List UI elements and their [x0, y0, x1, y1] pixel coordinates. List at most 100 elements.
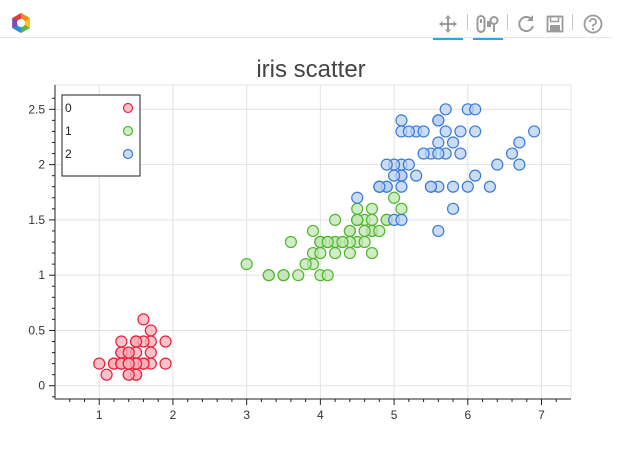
- scatter-point-series-2[interactable]: [432, 224, 445, 238]
- scatter-point-series-1[interactable]: [284, 235, 297, 249]
- scatter-point-series-1[interactable]: [343, 246, 356, 260]
- x-tick-label: 5: [391, 408, 398, 422]
- scatter-point-series-2[interactable]: [410, 169, 423, 182]
- scatter-point-series-0[interactable]: [159, 335, 172, 348]
- scatter-point-series-2[interactable]: [454, 125, 467, 138]
- scatter-point-series-2[interactable]: [380, 158, 393, 171]
- scatter-point-series-2[interactable]: [454, 147, 467, 160]
- scatter-point-series-1[interactable]: [292, 269, 305, 282]
- scatter-point-series-0[interactable]: [122, 346, 135, 359]
- scatter-point-series-0[interactable]: [159, 357, 172, 370]
- scatter-point-series-1[interactable]: [321, 269, 334, 282]
- legend-swatch-series-1: [122, 125, 134, 137]
- scatter-point-series-1[interactable]: [329, 246, 342, 260]
- scatter-point-series-1[interactable]: [321, 235, 334, 249]
- wheel-zoom-icon: [476, 15, 499, 33]
- scatter-point-series-2[interactable]: [402, 125, 415, 138]
- legend-swatch-series-2: [122, 148, 134, 160]
- scatter-point-series-1[interactable]: [314, 246, 327, 260]
- scatter-point-series-2[interactable]: [483, 180, 497, 193]
- scatter-point-series-1[interactable]: [365, 213, 379, 226]
- y-tick-label: 1: [38, 268, 45, 282]
- scatter-point-series-0[interactable]: [93, 357, 106, 370]
- bokeh-logo-icon[interactable]: [10, 12, 32, 34]
- scatter-point-series-2[interactable]: [505, 147, 519, 160]
- scatter-point-series-2[interactable]: [491, 158, 504, 171]
- scatter-point-series-2[interactable]: [395, 180, 408, 193]
- legend: 0 1 2: [61, 94, 141, 177]
- scatter-point-series-2[interactable]: [402, 158, 415, 171]
- scatter-point-series-1[interactable]: [343, 224, 356, 238]
- y-tick-label: 2.5: [28, 102, 45, 116]
- scatter-point-series-2[interactable]: [446, 136, 460, 149]
- scatter-point-series-2[interactable]: [387, 169, 401, 182]
- scatter-point-series-1[interactable]: [365, 202, 379, 215]
- scatter-point-series-2[interactable]: [439, 103, 452, 116]
- scatter-point-series-2[interactable]: [432, 136, 445, 149]
- scatter-point-series-1[interactable]: [240, 258, 253, 271]
- scatter-point-series-1[interactable]: [373, 224, 386, 238]
- scatter-point-series-0[interactable]: [144, 346, 157, 359]
- scatter-point-series-0[interactable]: [100, 368, 113, 381]
- chart-title: iris scatter: [256, 56, 365, 83]
- reset-icon: [518, 15, 534, 33]
- scatter-point-series-0[interactable]: [129, 335, 143, 348]
- x-tick-label: 4: [317, 408, 324, 422]
- x-tick-label: 3: [243, 408, 250, 422]
- scatter-point-series-1[interactable]: [387, 191, 401, 204]
- scatter-point-series-1[interactable]: [336, 235, 349, 249]
- scatter-point-series-2[interactable]: [432, 114, 445, 127]
- pan-tool[interactable]: [433, 10, 463, 40]
- scatter-point-series-2[interactable]: [439, 125, 452, 138]
- help-tool[interactable]: [580, 10, 606, 38]
- x-tick-label: 1: [96, 408, 103, 422]
- scatter-point-series-0[interactable]: [122, 357, 135, 370]
- scatter-point-series-2[interactable]: [446, 202, 460, 215]
- scatter-point-series-2[interactable]: [417, 125, 430, 138]
- axes: 1 2 3 4 5 6 7 0 0.5 1 1.5 2 2.5: [28, 85, 571, 422]
- scatter-point-series-1[interactable]: [395, 202, 408, 215]
- scatter-point-series-2[interactable]: [469, 103, 482, 116]
- move-arrows-icon: [439, 15, 457, 33]
- scatter-point-series-0[interactable]: [115, 335, 128, 348]
- scatter-point-series-2[interactable]: [351, 191, 364, 204]
- scatter-point-series-2[interactable]: [469, 125, 482, 138]
- legend-label: 2: [65, 147, 72, 161]
- scatter-point-series-2[interactable]: [432, 147, 445, 160]
- scatter-point-series-1[interactable]: [351, 213, 364, 226]
- save-tool[interactable]: [543, 10, 567, 38]
- scatter-point-series-2[interactable]: [395, 213, 408, 226]
- grid: [55, 85, 571, 399]
- scatter-point-series-1[interactable]: [262, 269, 275, 282]
- scatter-point-series-1[interactable]: [365, 246, 379, 260]
- scatter-point-series-1[interactable]: [358, 235, 371, 249]
- scatter-point-series-1[interactable]: [306, 224, 320, 238]
- scatter-point-series-0[interactable]: [137, 313, 150, 326]
- scatter-point-series-1[interactable]: [277, 269, 290, 282]
- toolbar-separator: [507, 14, 508, 30]
- scatter-point-series-2[interactable]: [461, 180, 474, 193]
- toolbar-divider: [0, 37, 612, 38]
- wheel-zoom-tool[interactable]: [473, 10, 503, 40]
- scatter-point-series-2[interactable]: [395, 114, 408, 127]
- scatter-point-series-2[interactable]: [469, 169, 482, 182]
- scatter-point-series-2[interactable]: [528, 125, 541, 138]
- scatter-point-series-1[interactable]: [351, 202, 364, 215]
- scatter-point-series-2[interactable]: [513, 158, 526, 171]
- scatter-point-series-2[interactable]: [513, 136, 526, 149]
- y-tick-label: 0.5: [28, 323, 45, 337]
- scatter-point-series-2[interactable]: [373, 180, 386, 193]
- scatter-point-series-0[interactable]: [122, 368, 135, 381]
- scatter-point-series-2[interactable]: [446, 180, 460, 193]
- help-question-icon: [583, 14, 603, 34]
- scatter-point-series-1[interactable]: [299, 258, 312, 271]
- scatter-point-series-1[interactable]: [329, 213, 342, 226]
- scatter-point-series-2[interactable]: [424, 180, 438, 193]
- toolbar: [0, 0, 617, 40]
- scatter-point-series-0[interactable]: [144, 324, 157, 337]
- x-tick-label: 6: [464, 408, 471, 422]
- scatter-point-series-2[interactable]: [417, 147, 430, 160]
- reset-tool[interactable]: [513, 10, 539, 38]
- scatter-point-series-1[interactable]: [358, 224, 371, 238]
